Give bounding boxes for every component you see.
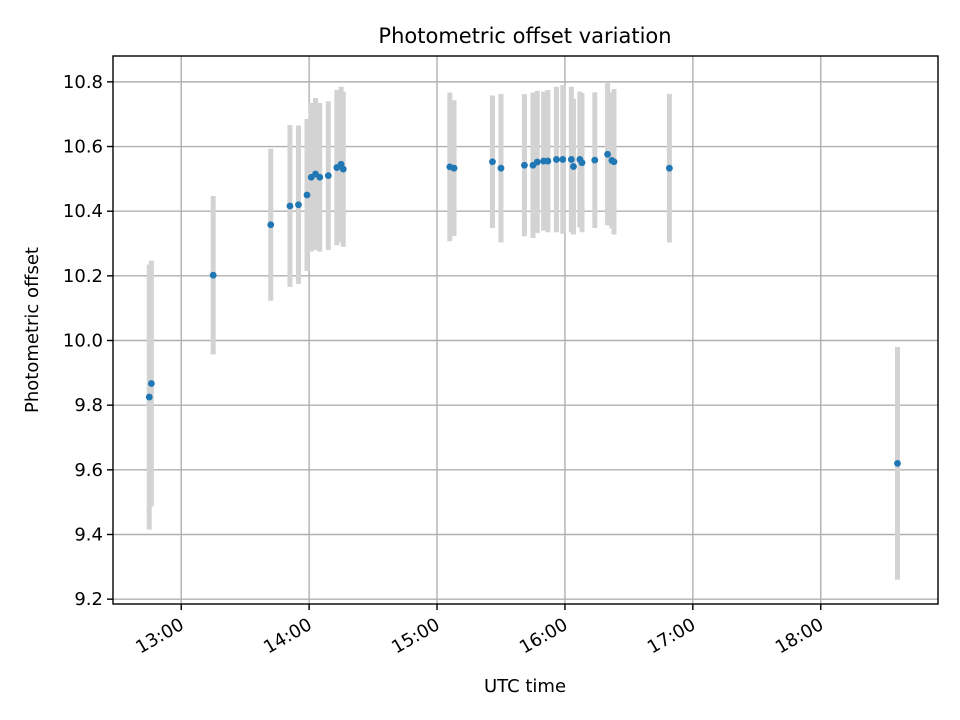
data-point: [316, 173, 324, 181]
data-point: [553, 156, 560, 163]
data-point: [591, 156, 599, 164]
data-point: [303, 191, 311, 199]
data-point: [570, 163, 577, 170]
data-point: [533, 158, 541, 166]
data-point: [665, 164, 673, 172]
data-point: [450, 164, 458, 172]
y-tick-label: 10.4: [63, 201, 103, 222]
data-point: [209, 271, 217, 279]
y-tick-label: 9.8: [74, 395, 103, 416]
data-point: [295, 201, 302, 209]
y-tick-label: 10.8: [63, 72, 103, 93]
x-axis-label: UTC time: [484, 676, 566, 697]
y-axis-ticks: 9.2 9.4 9.6 9.8 10.0 10.2 10.4 10.6 10.8: [63, 72, 113, 610]
data-point: [604, 150, 611, 158]
data-point: [286, 202, 294, 210]
data-point: [567, 156, 575, 163]
chart-title: Photometric offset variation: [378, 24, 671, 48]
y-tick-label: 10.0: [63, 331, 103, 352]
data-point: [578, 159, 586, 167]
data-point: [497, 164, 505, 172]
data-point: [559, 156, 567, 163]
data-point: [521, 161, 528, 169]
y-tick-label: 9.2: [74, 589, 103, 610]
y-tick-label: 10.2: [63, 266, 103, 287]
y-tick-label: 9.4: [74, 524, 103, 545]
data-point: [610, 158, 618, 166]
y-tick-label: 9.6: [74, 460, 103, 481]
data-point: [544, 157, 552, 165]
data-point: [489, 158, 496, 166]
y-axis-label: Photometric offset: [22, 247, 43, 413]
data-point: [339, 165, 347, 173]
y-tick-label: 10.6: [63, 137, 103, 158]
plot-frame: [112, 55, 939, 605]
data-point: [147, 380, 155, 387]
data-point: [894, 459, 901, 467]
data-point: [145, 393, 153, 401]
data-point: [324, 172, 332, 180]
data-points: [145, 150, 901, 467]
data-point: [267, 221, 275, 229]
